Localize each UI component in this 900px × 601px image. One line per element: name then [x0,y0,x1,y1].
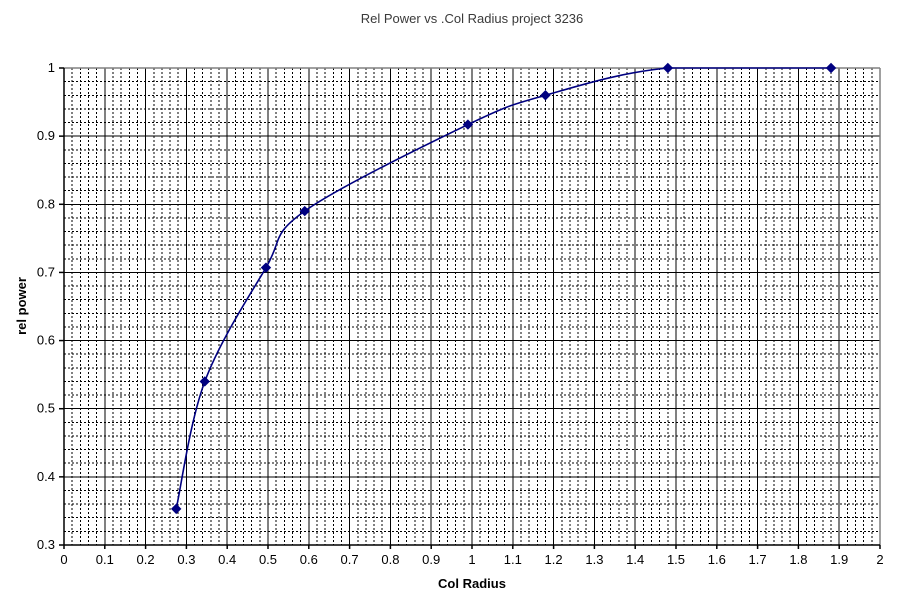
tick-labels: 0 0.1 0.2 0.3 0.4 0.5 0.6 0.7 0.8 0.9 1 1.1 1.2 1.3 1.… [37,60,884,567]
x-tick-label: 1.8 [789,552,807,567]
x-tick-label: 0.2 [137,552,155,567]
x-tick-label: 1.9 [830,552,848,567]
data-point-marker [540,90,551,101]
x-tick-label: 0 [60,552,67,567]
x-tick-label: 1.6 [708,552,726,567]
gridlines [64,68,880,545]
data-point-marker [662,62,674,74]
y-tick-label: 0.6 [37,333,55,348]
x-tick-label: 0.5 [259,552,277,567]
x-tick-label: 1.4 [626,552,644,567]
x-tick-label: 0.3 [177,552,195,567]
x-tick-label: 0.6 [300,552,318,567]
x-tick-label: 2 [876,552,883,567]
y-axis-title: rel power [14,277,29,335]
x-tick-label: 1.5 [667,552,685,567]
axes [59,67,881,549]
data-point-marker [199,376,210,387]
y-tick-label: 0.7 [37,264,55,279]
y-tick-label: 0.4 [37,469,55,484]
x-tick-label: 1.2 [545,552,563,567]
x-tick-label: 0.1 [96,552,114,567]
data-point-marker [462,119,474,130]
data-series [170,62,837,515]
x-tick-label: 0.7 [341,552,359,567]
x-tick-label: 0.9 [422,552,440,567]
x-tick-label: 0.4 [218,552,236,567]
y-tick-label: 0.8 [37,196,55,211]
x-tick-label: 1.7 [749,552,767,567]
chart-title: Rel Power vs .Col Radius project 3236 [361,11,584,26]
y-tick-label: 0.9 [37,128,55,143]
y-tick-label: 1 [48,60,55,75]
x-tick-label: 1.3 [585,552,603,567]
data-point-marker [170,503,182,515]
x-tick-label: 1 [468,552,475,567]
data-point-marker [825,62,837,74]
y-tick-label: 0.5 [37,401,55,416]
y-tick-label: 0.3 [37,537,55,552]
x-tick-label: 1.1 [504,552,522,567]
x-axis-title: Col Radius [438,576,506,591]
data-point-marker [260,262,272,273]
data-point-marker [299,205,310,217]
x-tick-label: 0.8 [381,552,399,567]
